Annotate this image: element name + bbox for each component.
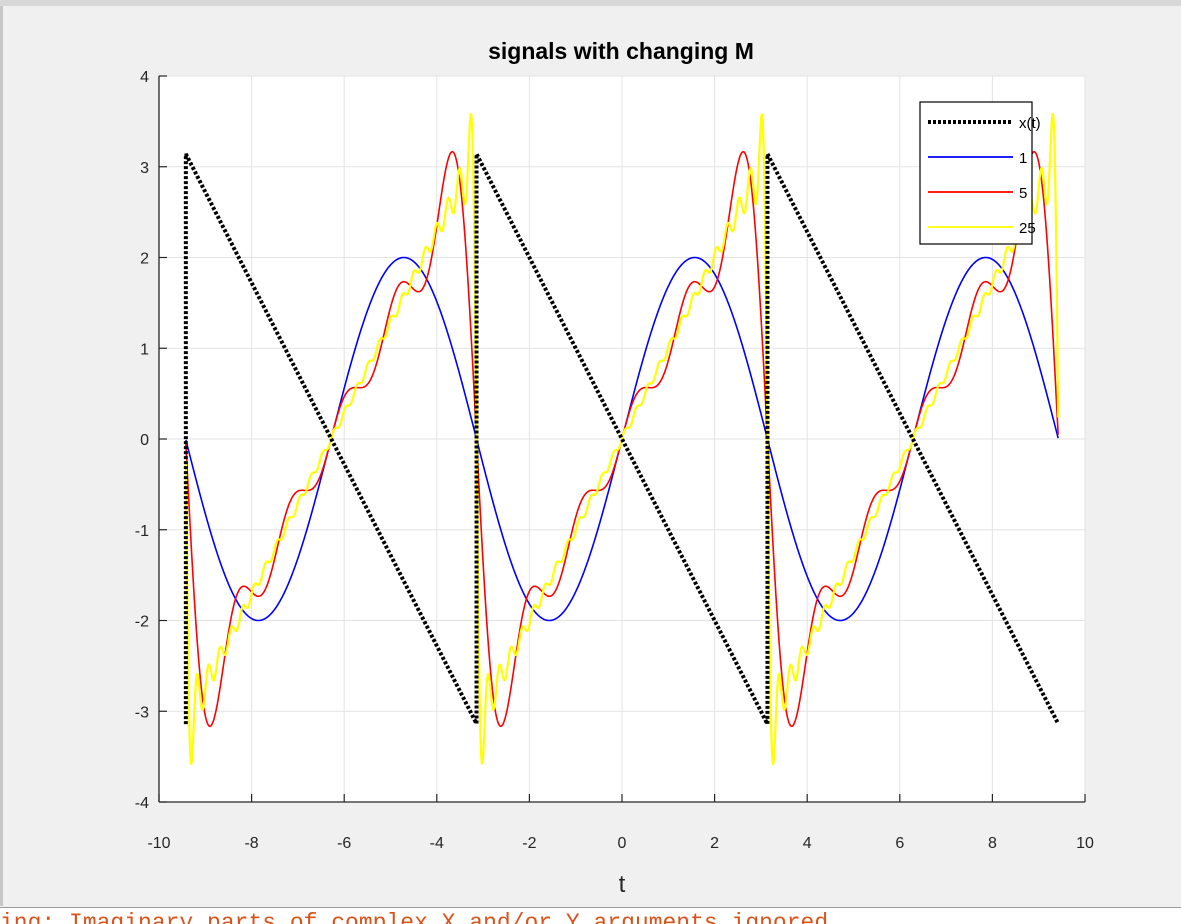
x-tick-label: -4 [430,835,444,852]
x-tick-label: 6 [895,835,904,852]
x-tick-label: -2 [522,835,536,852]
series-lines [183,112,1060,766]
x-tick-label: -6 [337,835,351,852]
legend-label-x(t): x(t) [1019,115,1041,132]
y-tick-label: -2 [135,614,149,631]
y-tick-label: -3 [135,704,149,721]
x-tick-label: 10 [1076,835,1094,852]
console-warning-text: ing: Imaginary parts of complex X and/or… [0,910,829,924]
console-warning: ing: Imaginary parts of complex X and/or… [0,907,1181,924]
series-line-x(t) [183,152,1060,726]
y-tick-label: -4 [135,795,149,812]
x-tick-label: -8 [244,835,258,852]
x-axis-label: t [619,871,626,898]
x-tick-label: -10 [147,835,170,852]
chart-title: signals with changing M [488,38,754,64]
x-tick-label: 4 [803,835,812,852]
grid-lines [158,75,1086,803]
legend-label-5: 5 [1019,185,1027,202]
y-tick-label: 3 [140,160,149,177]
window-edge [0,6,3,906]
y-tick-label: -1 [135,523,149,540]
legend-label-25: 25 [1019,220,1036,237]
x-tick-label: 8 [988,835,997,852]
x-tick-label: 2 [710,835,719,852]
y-tick-label: 0 [140,432,149,449]
x-tick-label: 0 [618,835,627,852]
legend-box [919,101,1033,245]
legend[interactable]: x(t) 1 5 25 [919,101,1041,245]
y-tick-label: 1 [140,341,149,358]
y-tick-label: 4 [140,69,149,86]
y-tick-label: 2 [140,251,149,268]
legend-label-1: 1 [1019,150,1027,167]
